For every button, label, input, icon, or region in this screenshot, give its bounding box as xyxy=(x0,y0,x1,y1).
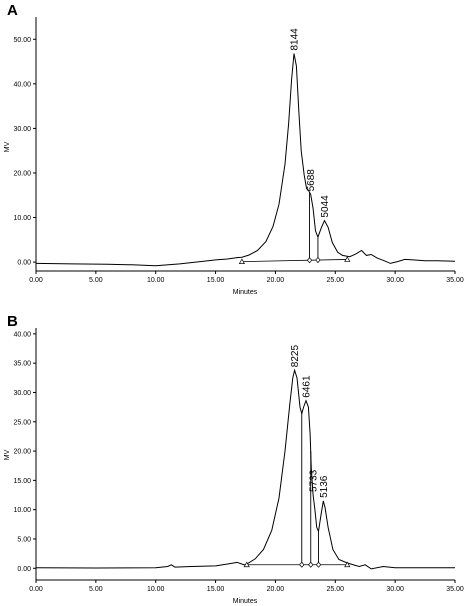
panel-a-x-tick-label: 35.00 xyxy=(446,277,464,284)
panel-a-y-tick-label: 0.00 xyxy=(17,260,31,267)
panel-b-y-tick-label: 30.00 xyxy=(13,390,31,397)
panel-b-y-tick-label: 40.00 xyxy=(13,331,31,338)
panel-a-x-tick-label: 30.00 xyxy=(386,277,404,284)
panel-a-peak-boundary-marker xyxy=(344,256,351,262)
panel-a-x-tick-label: 0.00 xyxy=(29,277,43,284)
panel-a-x-tick-label: 15.00 xyxy=(207,277,225,284)
panel-a-chromatogram-trace xyxy=(35,53,456,267)
panel-a-x-tick-label: 25.00 xyxy=(327,277,345,284)
panel-a: A MV Minutes 0.00 5.00 10.00 15.00 20.00 25.0… xyxy=(4,2,464,296)
panel-a-y-tick-label: 20.00 xyxy=(13,170,31,177)
panel-a-x-tick-label: 10.00 xyxy=(147,277,165,284)
panel-b-x-tick-label: 25.00 xyxy=(327,586,345,593)
panel-b-peak-label: 5733 xyxy=(309,469,320,492)
panel-b-y-tick-label: 15.00 xyxy=(13,478,31,485)
panel-a-x-axis-title: Minutes xyxy=(233,289,258,296)
panel-b-x-tick-label: 35.00 xyxy=(446,586,464,593)
panel-b-peak-label: 5136 xyxy=(319,475,330,498)
panel-b-x-tick-label: 0.00 xyxy=(29,586,43,593)
panel-b-y-tick-label: 10.00 xyxy=(13,507,31,514)
panel-b-peak-label: 6461 xyxy=(302,375,313,398)
panel-b-x-tick-label: 30.00 xyxy=(386,586,404,593)
panel-b-x-tick-label: 10.00 xyxy=(147,586,165,593)
panel-b: B MV Minutes 0.00 5.00 10.00 15.00 20.00 25.0… xyxy=(4,313,464,605)
panel-b-y-tick-label: 25.00 xyxy=(13,419,31,426)
panel-a-peak-label: 5044 xyxy=(320,195,331,218)
panel-b-plot-area: 0.00 5.00 10.00 15.00 20.00 25.00 30.00 35.00 0.… xyxy=(13,328,464,593)
panel-a-peak-boundary-marker xyxy=(238,258,246,264)
panel-b-peak-boundary-marker xyxy=(243,561,250,568)
panel-b-y-axis-title: MV xyxy=(4,449,11,460)
panel-b-x-tick-label: 20.00 xyxy=(267,586,285,593)
panel-a-plot-area: 0.00 5.00 10.00 15.00 20.00 25.00 30.00 35.00 0.… xyxy=(13,17,464,284)
panel-b-y-tick-label: 35.00 xyxy=(13,361,31,368)
panel-b-y-tick-label: 20.00 xyxy=(13,449,31,456)
panel-a-x-tick-label: 20.00 xyxy=(267,277,285,284)
panel-a-peak-boundary-marker xyxy=(315,257,321,264)
panel-a-peak-label: 8144 xyxy=(290,28,301,51)
panel-b-x-tick-label: 5.00 xyxy=(89,586,103,593)
panel-b-x-tick-label: 15.00 xyxy=(207,586,225,593)
panel-a-peak-boundary-marker xyxy=(306,257,313,264)
panel-a-y-tick-label: 10.00 xyxy=(13,215,31,222)
panel-b-y-tick-label: 5.00 xyxy=(17,536,31,543)
panel-b-peak-label: 8225 xyxy=(290,345,301,368)
panel-a-x-tick-label: 5.00 xyxy=(89,277,103,284)
panel-a-peak-label: 5688 xyxy=(306,169,317,192)
panel-a-letter: A xyxy=(7,2,18,19)
panel-b-x-axis-title: Minutes xyxy=(233,598,258,605)
panel-b-peak-boundary-marker xyxy=(308,561,314,568)
panel-a-integration-baseline xyxy=(241,259,348,263)
panel-b-peak-boundary-marker xyxy=(344,561,351,568)
panel-a-y-tick-label: 50.00 xyxy=(13,37,31,44)
panel-a-y-tick-label: 40.00 xyxy=(13,81,31,88)
panel-b-y-tick-label: 0.00 xyxy=(17,566,31,573)
panel-a-y-axis-title: MV xyxy=(4,141,11,152)
panel-a-y-tick-label: 30.00 xyxy=(13,126,31,133)
panel-b-peak-boundary-marker xyxy=(299,561,305,568)
panel-b-chromatogram-trace xyxy=(35,368,455,570)
panel-b-letter: B xyxy=(7,313,18,330)
panel-b-peak-boundary-marker xyxy=(315,561,322,568)
